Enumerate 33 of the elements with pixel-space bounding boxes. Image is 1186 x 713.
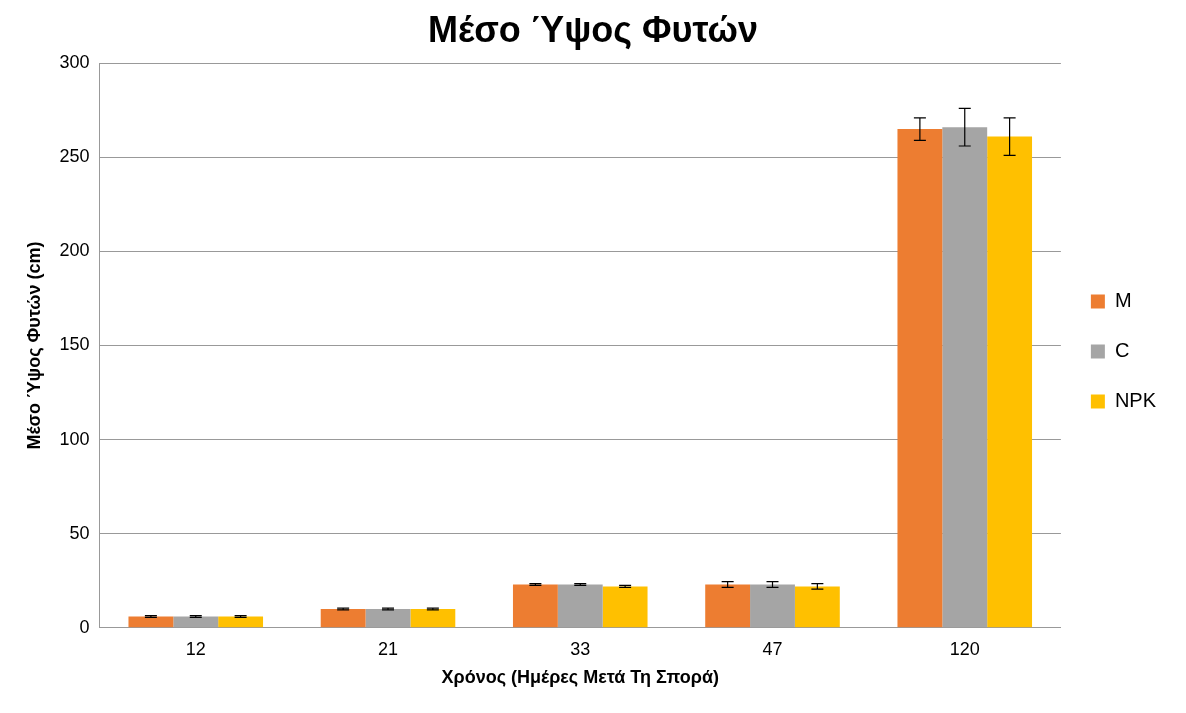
y-tick-label: 300 — [59, 52, 90, 73]
x-tick-label: 47 — [762, 638, 783, 659]
x-tick-label: 120 — [949, 638, 980, 659]
bar — [557, 584, 603, 628]
y-axis-title: Μέσο Ύψος Φυτών (cm) — [23, 241, 44, 450]
bar — [602, 586, 648, 628]
bar — [794, 586, 840, 628]
bar — [750, 584, 795, 628]
bar — [705, 584, 751, 628]
bar — [320, 608, 366, 628]
x-tick-label: 33 — [570, 638, 591, 659]
y-tick-label: 0 — [79, 616, 90, 637]
bar — [128, 616, 174, 628]
bar — [987, 136, 1033, 628]
y-tick-label: 50 — [69, 522, 90, 543]
bar — [897, 129, 943, 628]
legend-label: NPK — [1114, 389, 1157, 412]
y-tick-label: 150 — [59, 334, 90, 355]
x-tick-label: 21 — [377, 638, 399, 659]
x-axis-title: Χρόνος (Ημέρες Μετά Τη Σπορά) — [441, 667, 719, 688]
chart-title: Μέσο Ύψος Φυτών — [427, 8, 759, 50]
bar — [365, 608, 411, 628]
y-tick-label: 200 — [59, 240, 90, 261]
x-tick-label: 12 — [185, 638, 206, 659]
bar — [512, 584, 558, 628]
legend-label: C — [1114, 339, 1130, 362]
bar — [942, 127, 988, 628]
bar — [173, 616, 219, 628]
bar — [218, 616, 264, 628]
bar — [410, 608, 456, 628]
legend-label: M — [1114, 289, 1132, 312]
y-tick-label: 250 — [59, 146, 90, 167]
y-tick-label: 100 — [59, 428, 90, 449]
